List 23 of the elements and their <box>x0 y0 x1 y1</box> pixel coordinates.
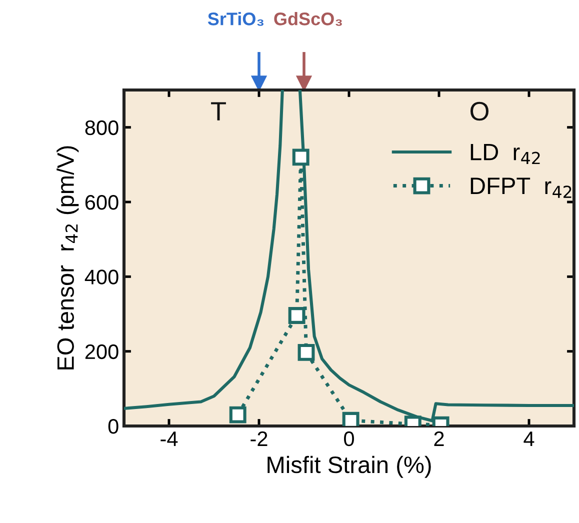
y-tick-label: 200 <box>85 344 118 360</box>
y-tick-label: 400 <box>84 270 118 284</box>
point <box>298 344 315 361</box>
legend-label: DFPT r$_{42}$ <box>470 178 572 198</box>
ref-line-label: GdScO₃ <box>274 12 342 26</box>
point <box>342 412 360 426</box>
point <box>288 307 306 324</box>
annotation: T <box>211 102 226 120</box>
ref-line-label: SrTiO₃ <box>208 12 264 26</box>
legend-label: LD r$_{42}$ <box>470 144 540 164</box>
annotation: O <box>470 102 488 121</box>
y-axis-title: EO tensor r$_{42}$ (pm/V) <box>56 146 79 370</box>
point <box>229 406 246 424</box>
x-tick-label: -2 <box>250 431 268 446</box>
y-tick-label: 600 <box>85 195 118 210</box>
x-tick-label: 0 <box>344 431 354 446</box>
x-tick-label: -4 <box>160 432 178 446</box>
y-tick-label: 0 <box>108 419 118 434</box>
x-tick-label: 4 <box>524 432 534 446</box>
y-tick-label: 800 <box>85 120 118 136</box>
x-tick-label: 2 <box>434 431 444 446</box>
point <box>292 148 310 166</box>
x-axis-title: Misfit Strain (%) <box>268 456 431 478</box>
